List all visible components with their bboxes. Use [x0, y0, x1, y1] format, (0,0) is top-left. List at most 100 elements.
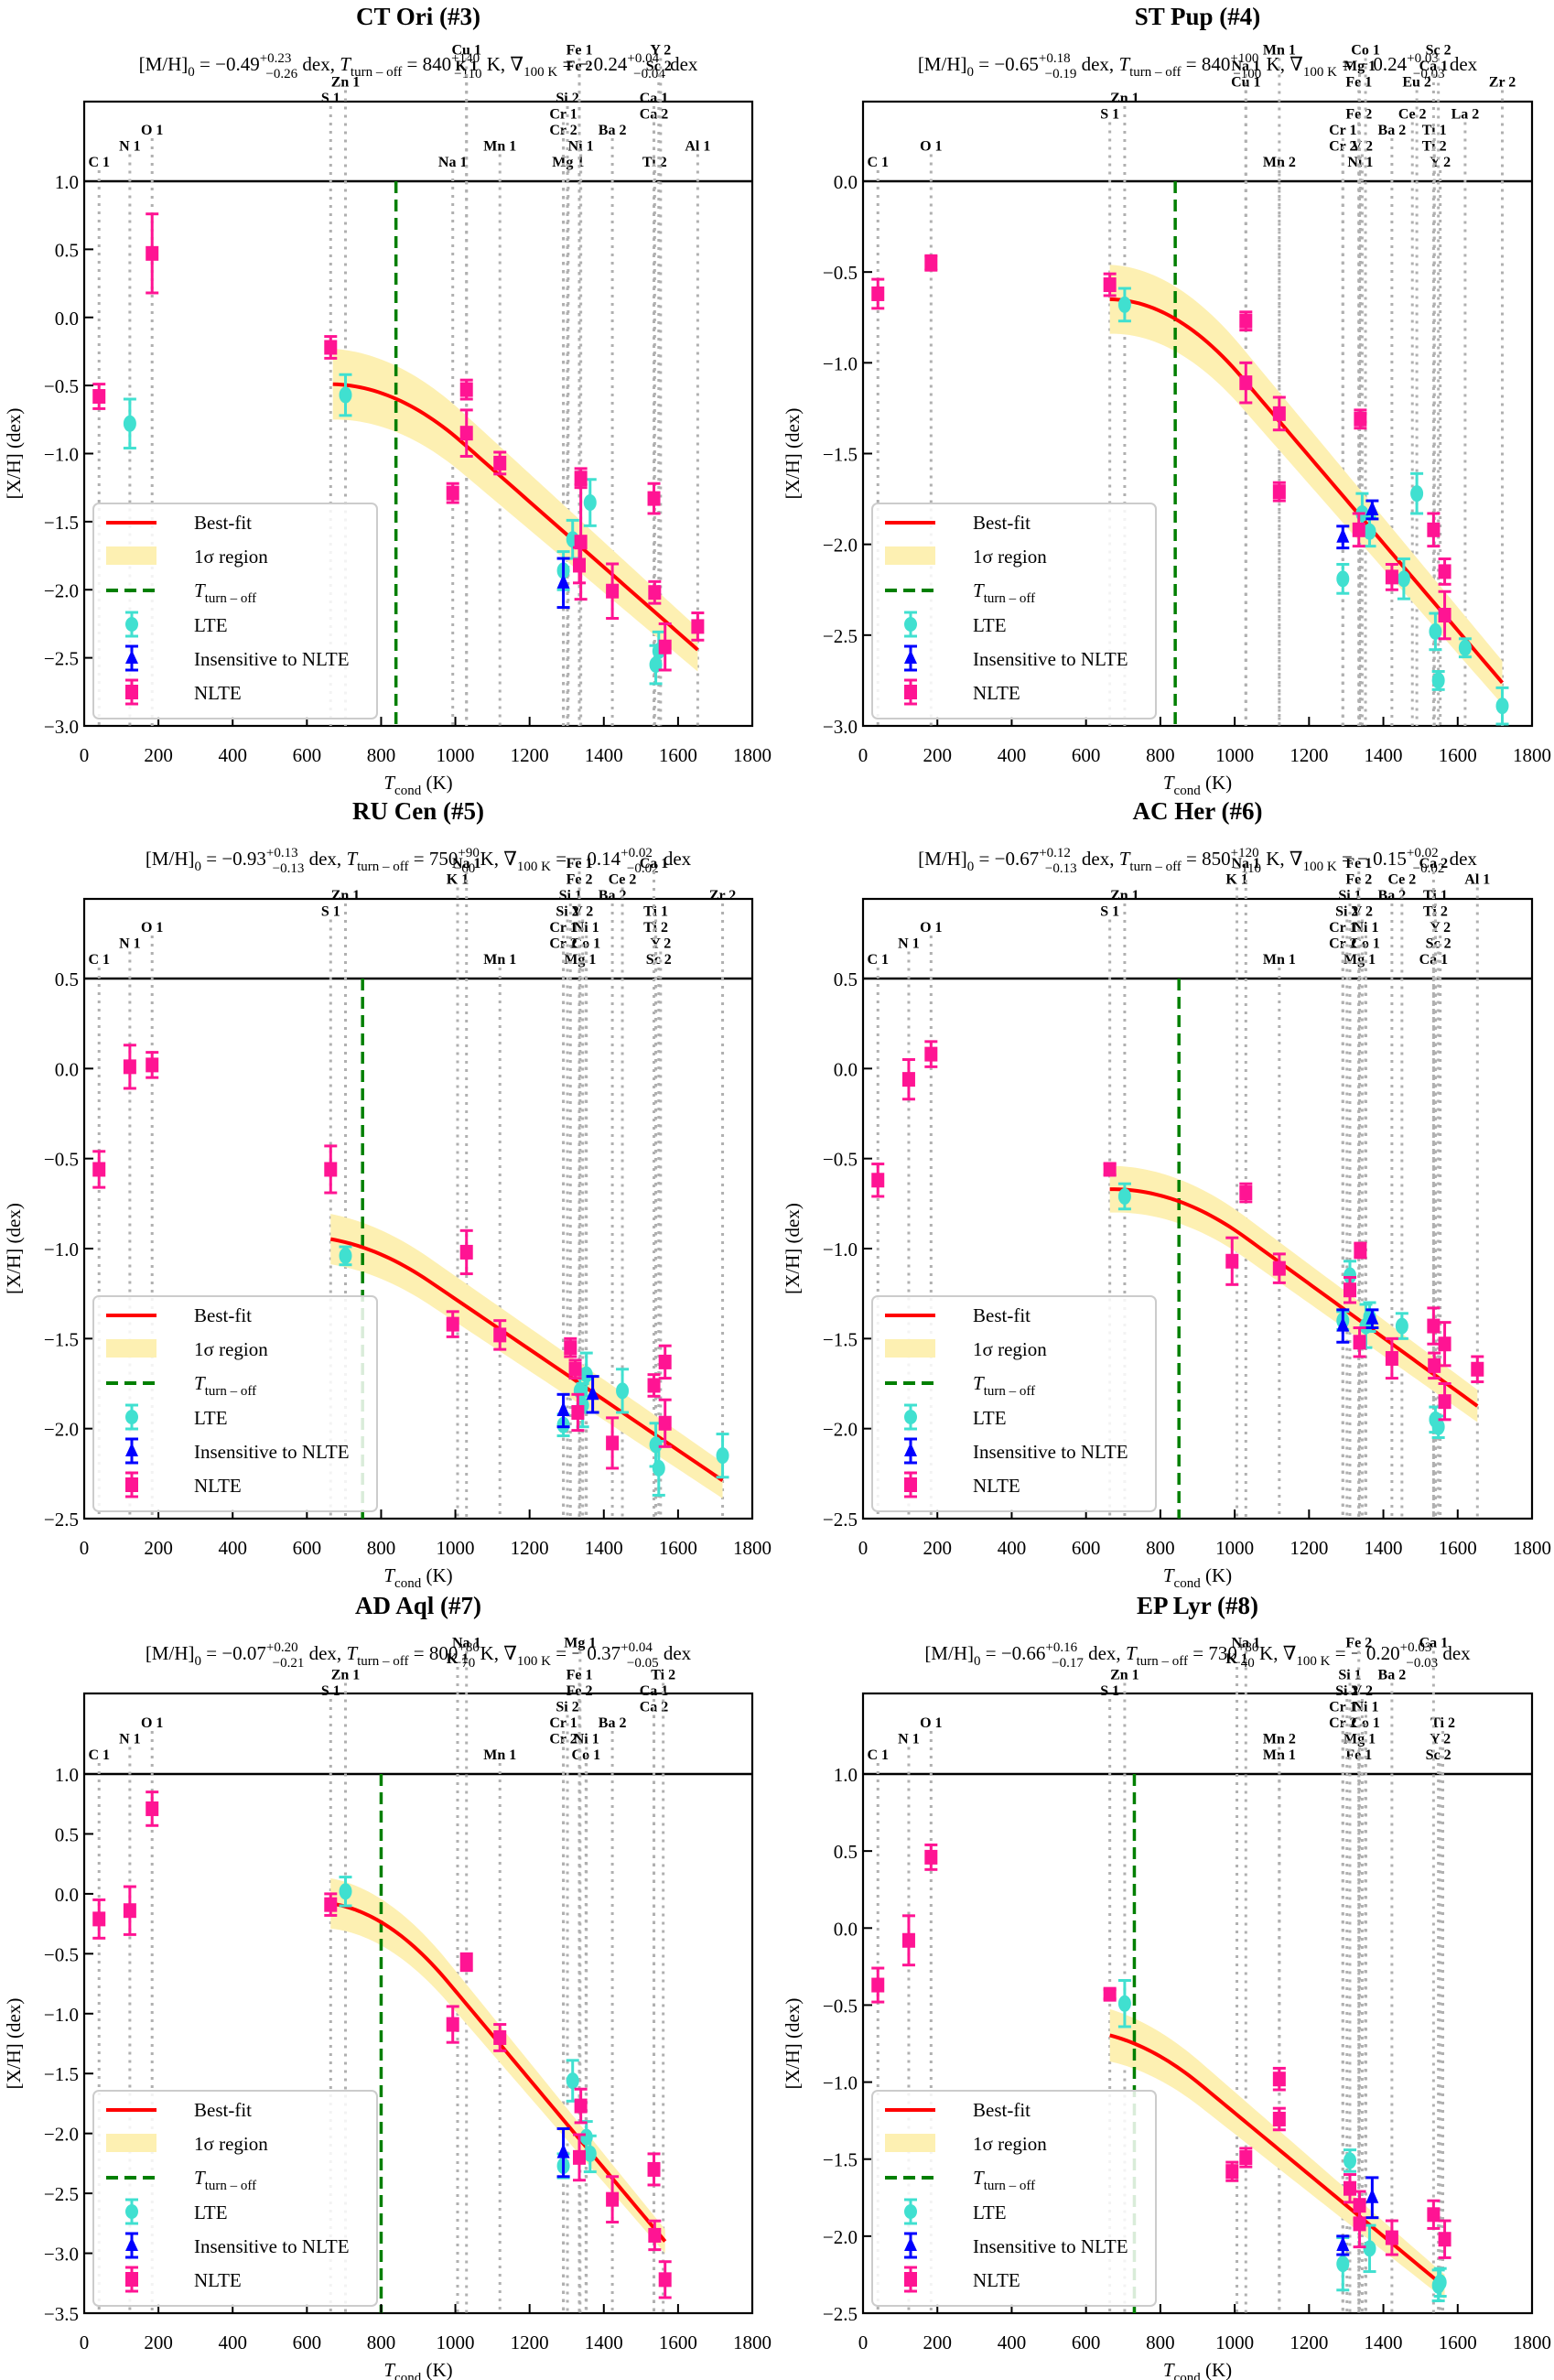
legend-band-swatch — [106, 2134, 156, 2152]
element-label: Si 1 — [559, 888, 582, 903]
nlte-point — [446, 1310, 459, 1338]
element-label: Y 2 — [650, 43, 671, 59]
element-label: Ti 2 — [651, 1668, 675, 1683]
x-tick-label: 0 — [80, 2331, 90, 2353]
legend-label: Best-fit — [194, 2099, 252, 2121]
nlte-marker — [924, 1046, 938, 1062]
nlte-marker — [924, 1849, 938, 1865]
legend-label: NLTE — [973, 2269, 1020, 2291]
legend-band-swatch — [106, 546, 156, 565]
element-label: Ca 1 — [1419, 1636, 1449, 1651]
y-tick-label: −2.5 — [823, 1509, 858, 1531]
nlte-marker — [691, 619, 705, 634]
element-label: O 1 — [920, 139, 942, 155]
legend-label: NLTE — [973, 1475, 1020, 1497]
legend-insensitive-marker — [125, 2237, 138, 2251]
lte-marker — [123, 415, 136, 432]
y-tick-label: 0.0 — [834, 1918, 858, 1940]
element-label: Zr 2 — [709, 888, 736, 903]
lte-point — [1395, 1312, 1408, 1340]
lte-point — [1117, 1182, 1131, 1211]
element-label: Cu 1 — [451, 43, 480, 59]
nlte-marker — [658, 1415, 672, 1431]
nlte-point — [1103, 272, 1117, 298]
legend: Best-fit 1σ region Tturn – off LTE Insensiti… — [871, 1295, 1157, 1512]
x-tick-label: 400 — [998, 744, 1027, 766]
insensitive-point — [1365, 499, 1379, 521]
element-label: Fe 2 — [1345, 1636, 1372, 1651]
x-axis-label: Tcond (K) — [383, 772, 452, 798]
element-label: Ca 1 — [1419, 59, 1449, 74]
nlte-marker — [647, 2161, 661, 2177]
nlte-point — [1353, 1326, 1366, 1358]
nlte-marker — [1438, 1394, 1451, 1410]
nlte-marker — [1353, 1335, 1366, 1350]
panel-title: CT Ori (#3) — [356, 3, 480, 30]
element-label: Mn 1 — [1263, 43, 1296, 59]
x-tick-label: 0 — [80, 744, 90, 766]
insensitive-point — [1336, 525, 1350, 550]
nlte-point — [493, 1319, 507, 1351]
best-fit-line — [332, 382, 699, 652]
nlte-marker — [1344, 2180, 1357, 2196]
nlte-point — [573, 546, 587, 585]
nlte-marker — [606, 583, 620, 599]
legend-nlte-marker — [904, 685, 917, 699]
lte-point — [616, 1368, 630, 1414]
nlte-point — [647, 1373, 661, 1398]
nlte-marker — [658, 639, 672, 654]
legend-label: 1σ region — [973, 2133, 1047, 2155]
x-tick-label: 200 — [923, 1537, 952, 1559]
x-tick-label: 800 — [367, 744, 396, 766]
element-label: V 2 — [1352, 1683, 1373, 1699]
plot-frame — [82, 1692, 754, 2315]
nlte-marker — [1103, 1162, 1117, 1177]
nlte-marker — [648, 585, 662, 600]
lte-marker — [339, 1247, 352, 1264]
legend-label: Tturn – off — [194, 2167, 256, 2193]
legend-label: Best-fit — [194, 512, 252, 534]
nlte-marker — [459, 426, 473, 441]
element-label: Ca 1 — [1419, 952, 1449, 968]
sigma-band — [1109, 1165, 1478, 1423]
y-tick-label: 1.0 — [834, 1764, 858, 1786]
insensitive-point — [1336, 1308, 1350, 1344]
legend: Best-fit 1σ region Tturn – off LTE Insensiti… — [92, 503, 378, 719]
y-tick-label: −1.5 — [44, 1328, 79, 1350]
lte-marker — [1117, 1995, 1131, 2012]
x-tick-label: 1600 — [659, 1537, 697, 1559]
y-tick-label: −3.0 — [44, 716, 79, 738]
x-axis-label: Tcond (K) — [383, 2359, 452, 2380]
insensitive-point — [556, 2126, 570, 2179]
legend-nlte-marker — [904, 2272, 917, 2287]
element-label: Y 2 — [1430, 1732, 1451, 1747]
plot-frame — [861, 897, 1534, 1520]
nlte-point — [1354, 408, 1367, 430]
panel-params: [M/H]0 = −0.07+0.20 −0.21 dex, Tturn – of… — [146, 1640, 692, 1671]
nlte-point — [1438, 1382, 1451, 1422]
legend-label: Best-fit — [973, 2099, 1031, 2121]
y-tick-label: −2.5 — [823, 625, 858, 647]
nlte-point — [1385, 1336, 1398, 1380]
panel-title: EP Lyr (#8) — [1137, 1592, 1258, 1619]
element-label: Mn 1 — [483, 952, 516, 968]
panel-params: [M/H]0 = −0.66+0.16 −0.17 dex, Tturn – of… — [924, 1640, 1471, 1671]
element-label: Zn 1 — [331, 888, 361, 903]
y-tick-label: −1.5 — [823, 444, 858, 466]
lte-marker — [1410, 485, 1424, 503]
legend-lte-marker — [904, 617, 917, 632]
element-label: Ni 1 — [568, 139, 594, 155]
x-tick-label: 1600 — [1439, 1537, 1477, 1559]
lte-marker — [616, 1382, 630, 1400]
lte-marker — [566, 2072, 579, 2090]
lte-point — [1363, 515, 1376, 548]
nlte-point — [901, 1058, 915, 1101]
lte-point — [1495, 686, 1509, 726]
nlte-marker — [123, 1903, 136, 1919]
plot-frame — [861, 1692, 1534, 2315]
nlte-point — [568, 1358, 582, 1380]
insensitive-marker — [1336, 527, 1350, 543]
nlte-point — [1428, 1351, 1441, 1380]
nlte-marker — [459, 382, 473, 397]
insensitive-marker — [1336, 2235, 1350, 2251]
